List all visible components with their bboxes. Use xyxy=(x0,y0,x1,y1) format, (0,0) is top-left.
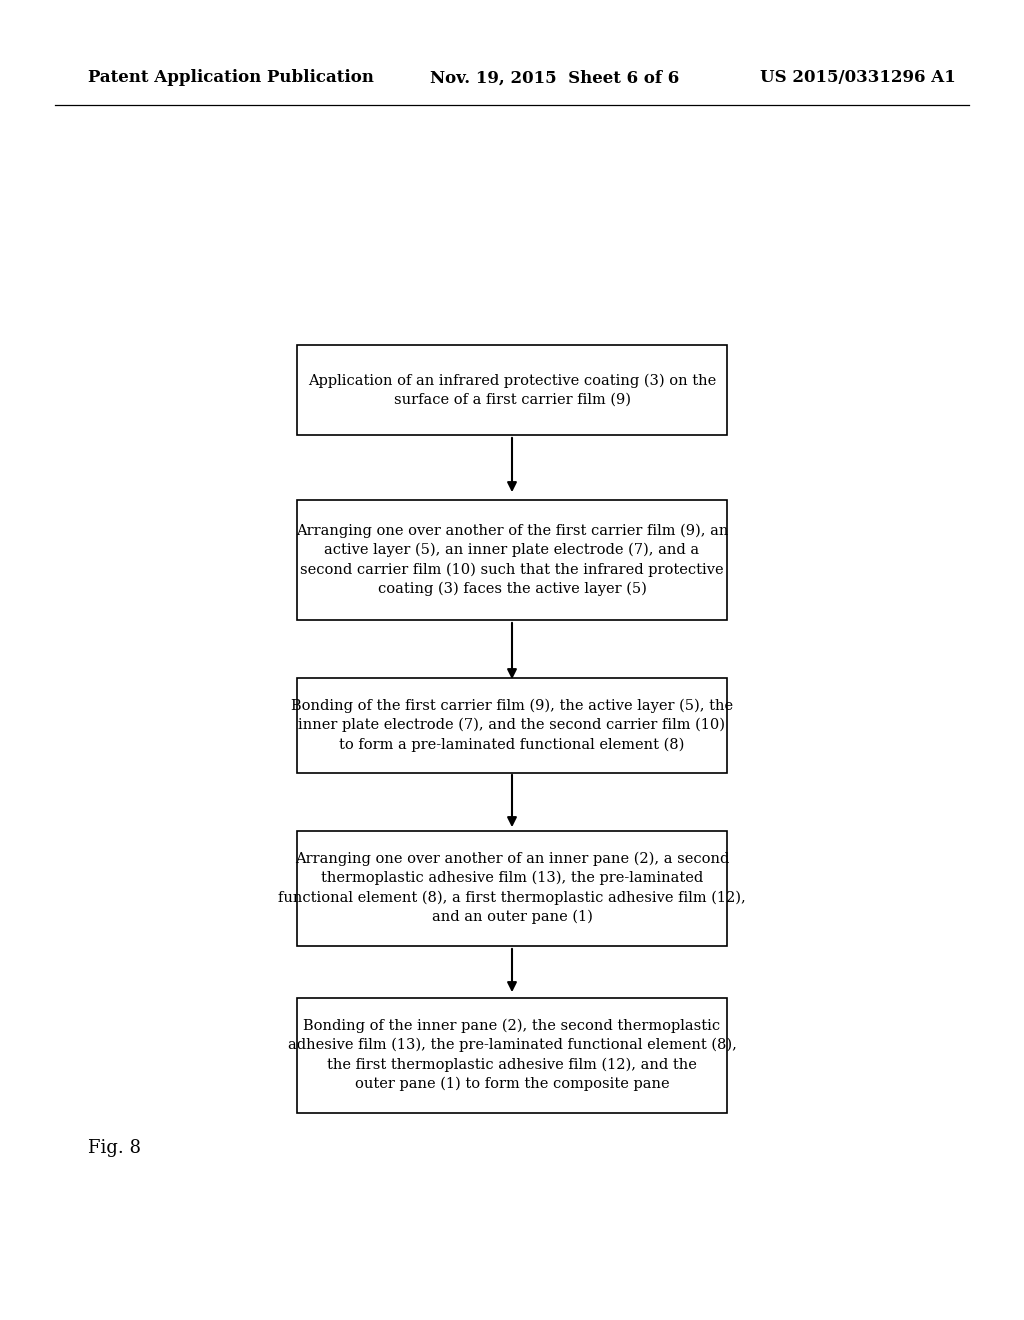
Text: Nov. 19, 2015  Sheet 6 of 6: Nov. 19, 2015 Sheet 6 of 6 xyxy=(430,70,679,87)
FancyBboxPatch shape xyxy=(297,998,727,1113)
Text: Arranging one over another of the first carrier film (9), an
active layer (5), a: Arranging one over another of the first … xyxy=(296,524,728,597)
FancyBboxPatch shape xyxy=(297,830,727,945)
Text: Bonding of the first carrier film (9), the active layer (5), the
inner plate ele: Bonding of the first carrier film (9), t… xyxy=(291,698,733,751)
Text: Patent Application Publication: Patent Application Publication xyxy=(88,70,374,87)
FancyBboxPatch shape xyxy=(297,345,727,436)
Text: Fig. 8: Fig. 8 xyxy=(88,1139,141,1158)
FancyBboxPatch shape xyxy=(297,500,727,620)
Text: Bonding of the inner pane (2), the second thermoplastic
adhesive film (13), the : Bonding of the inner pane (2), the secon… xyxy=(288,1019,736,1092)
Text: Application of an infrared protective coating (3) on the
surface of a first carr: Application of an infrared protective co… xyxy=(308,374,716,407)
Text: US 2015/0331296 A1: US 2015/0331296 A1 xyxy=(760,70,955,87)
Text: Arranging one over another of an inner pane (2), a second
thermoplastic adhesive: Arranging one over another of an inner p… xyxy=(279,851,745,924)
FancyBboxPatch shape xyxy=(297,677,727,772)
